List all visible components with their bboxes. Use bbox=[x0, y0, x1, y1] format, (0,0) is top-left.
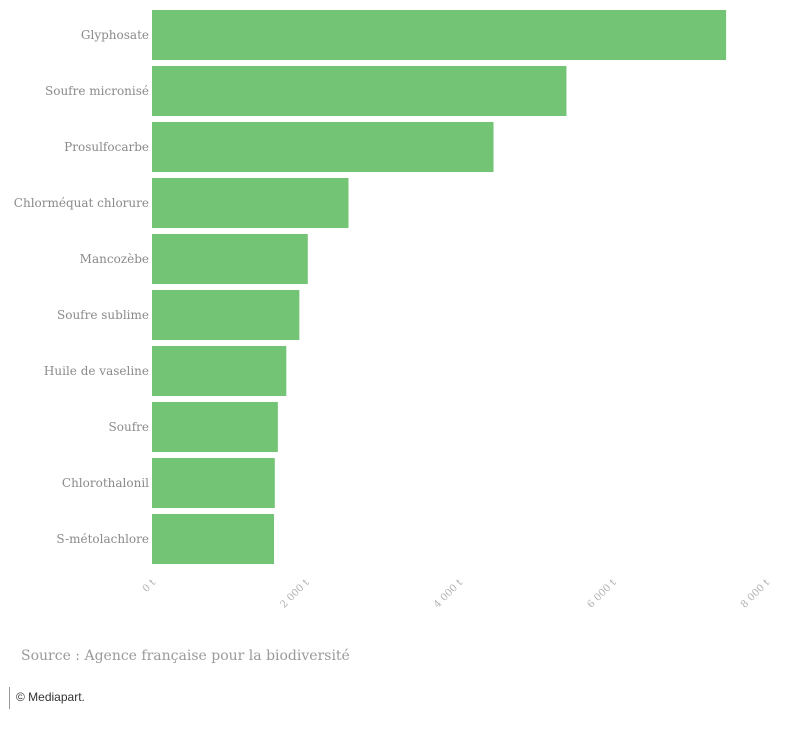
bars-group bbox=[152, 10, 727, 564]
bar-chart: Glyphosate Soufre micronisé Prosulfocarbe C… bbox=[14, 10, 772, 610]
x-tick-label: 6 000 t bbox=[586, 577, 619, 610]
category-label: S-métolachlore bbox=[56, 532, 149, 546]
bar[interactable] bbox=[152, 402, 278, 452]
x-tick-label: 8 000 t bbox=[739, 577, 772, 610]
bar[interactable] bbox=[152, 514, 275, 564]
bar[interactable] bbox=[152, 234, 308, 284]
category-label: Soufre sublime bbox=[57, 308, 149, 322]
credit: © Mediapart. bbox=[9, 687, 85, 709]
category-label: Glyphosate bbox=[81, 28, 149, 42]
category-label: Huile de vaseline bbox=[44, 364, 149, 378]
category-label: Prosulfocarbe bbox=[64, 140, 149, 154]
bar[interactable] bbox=[152, 346, 287, 396]
category-label: Soufre micronisé bbox=[45, 84, 149, 98]
x-tick-label: 2 000 t bbox=[279, 577, 312, 610]
x-tick-label: 0 t bbox=[141, 577, 158, 594]
bar[interactable] bbox=[152, 178, 349, 228]
category-label: Mancozèbe bbox=[80, 252, 149, 266]
bar[interactable] bbox=[152, 122, 494, 172]
bar[interactable] bbox=[152, 10, 727, 60]
category-label: Chlorothalonil bbox=[62, 476, 149, 490]
x-tick-label: 4 000 t bbox=[432, 577, 465, 610]
bar[interactable] bbox=[152, 290, 300, 340]
category-labels: Glyphosate Soufre micronisé Prosulfocarbe C… bbox=[14, 28, 149, 546]
source-note: Source : Agence française pour la biodiv… bbox=[21, 648, 350, 664]
category-label: Soufre bbox=[109, 420, 149, 434]
bar[interactable] bbox=[152, 66, 567, 116]
x-axis-ticks: 0 t 2 000 t 4 000 t 6 000 t 8 000 t bbox=[141, 577, 772, 610]
category-label: Chlorméquat chlorure bbox=[14, 196, 149, 210]
bar[interactable] bbox=[152, 458, 275, 508]
